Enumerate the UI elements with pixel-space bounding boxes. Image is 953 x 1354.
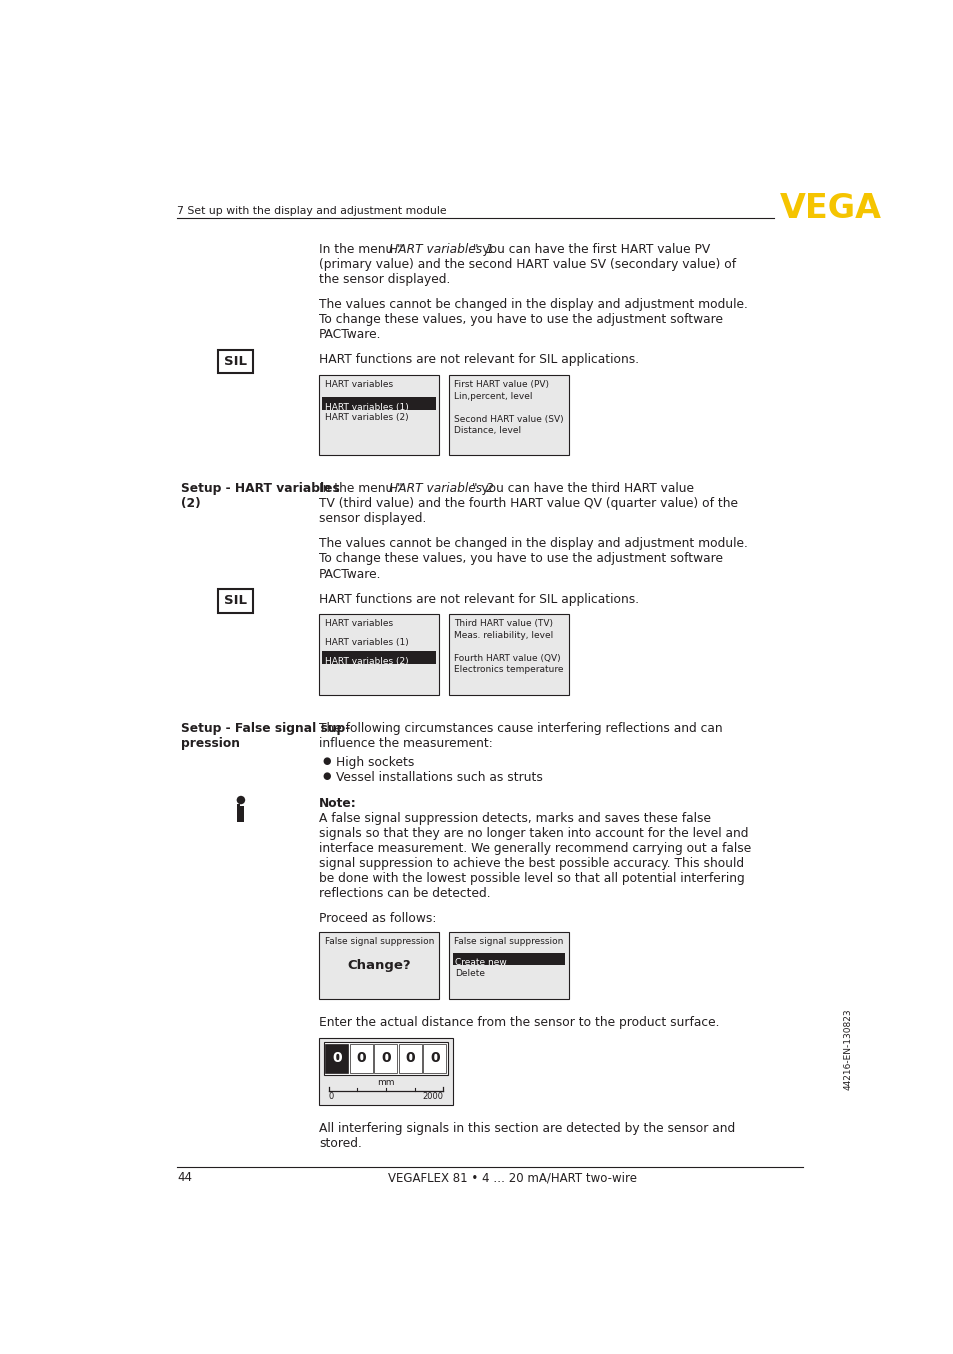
Bar <box>322 397 436 410</box>
Bar <box>319 375 439 455</box>
Text: In the menu ": In the menu " <box>319 244 402 256</box>
Text: HART variables 1: HART variables 1 <box>389 244 494 256</box>
Text: HART variables 2: HART variables 2 <box>389 482 494 496</box>
Text: HART functions are not relevant for SIL applications.: HART functions are not relevant for SIL … <box>319 353 639 367</box>
Text: 0: 0 <box>405 1051 415 1066</box>
Text: SIL: SIL <box>224 355 247 368</box>
Bar <box>398 1044 421 1072</box>
Text: the sensor displayed.: the sensor displayed. <box>319 274 450 286</box>
Text: Create new: Create new <box>455 959 506 967</box>
Bar <box>423 1044 446 1072</box>
Bar <box>319 613 439 695</box>
Text: (primary value) and the second HART value SV (secondary value) of: (primary value) and the second HART valu… <box>319 259 736 271</box>
Text: SIL: SIL <box>224 594 247 608</box>
Text: interface measurement. We generally recommend carrying out a false: interface measurement. We generally reco… <box>319 842 751 854</box>
Bar <box>237 806 244 822</box>
Bar <box>448 613 568 695</box>
Text: Electronics temperature: Electronics temperature <box>454 665 563 674</box>
Text: All interfering signals in this section are detected by the sensor and: All interfering signals in this section … <box>319 1122 735 1135</box>
Bar <box>237 803 240 808</box>
Text: (2): (2) <box>181 497 201 510</box>
Text: Distance, level: Distance, level <box>454 427 520 435</box>
Circle shape <box>236 796 245 804</box>
Text: influence the measurement:: influence the measurement: <box>319 737 493 750</box>
Text: TV (third value) and the fourth HART value QV (quarter value) of the: TV (third value) and the fourth HART val… <box>319 497 738 510</box>
Bar <box>319 932 439 999</box>
Text: 44216-EN-130823: 44216-EN-130823 <box>842 1007 851 1090</box>
Text: Lin,percent, level: Lin,percent, level <box>454 391 532 401</box>
Text: False signal suppression: False signal suppression <box>454 937 563 946</box>
Text: ●: ● <box>322 756 331 766</box>
Bar <box>217 351 253 374</box>
Text: Note:: Note: <box>319 798 356 810</box>
Text: HART variables: HART variables <box>324 380 393 389</box>
Text: 2000: 2000 <box>422 1093 443 1101</box>
Text: 0: 0 <box>328 1093 334 1101</box>
Text: " you can have the first HART value PV: " you can have the first HART value PV <box>472 244 709 256</box>
Text: The following circumstances cause interfering reflections and can: The following circumstances cause interf… <box>319 722 722 734</box>
Bar <box>350 1044 373 1072</box>
Text: HART variables (2): HART variables (2) <box>324 657 408 666</box>
Text: 0: 0 <box>356 1051 366 1066</box>
Text: 0: 0 <box>332 1051 341 1066</box>
Bar <box>323 1043 447 1075</box>
Text: Setup - HART variables: Setup - HART variables <box>181 482 339 496</box>
Bar <box>319 1037 452 1105</box>
Text: 44: 44 <box>177 1171 193 1185</box>
Text: Change?: Change? <box>347 959 411 972</box>
Text: To change these values, you have to use the adjustment software: To change these values, you have to use … <box>319 552 722 566</box>
Text: HART variables (1): HART variables (1) <box>324 402 408 412</box>
Text: High sockets: High sockets <box>335 756 415 769</box>
Text: HART variables (1): HART variables (1) <box>324 638 408 647</box>
Text: ●: ● <box>322 770 331 781</box>
Text: sensor displayed.: sensor displayed. <box>319 512 426 525</box>
Bar <box>448 932 568 999</box>
Bar <box>217 589 253 612</box>
Text: The values cannot be changed in the display and adjustment module.: The values cannot be changed in the disp… <box>319 538 747 551</box>
Text: HART variables: HART variables <box>324 619 393 628</box>
Text: reflections can be detected.: reflections can be detected. <box>319 887 490 900</box>
Text: In the menu ": In the menu " <box>319 482 402 496</box>
Text: Setup - False signal sup-: Setup - False signal sup- <box>181 722 350 734</box>
Text: VEGAFLEX 81 • 4 … 20 mA/HART two-wire: VEGAFLEX 81 • 4 … 20 mA/HART two-wire <box>387 1171 636 1185</box>
Text: Proceed as follows:: Proceed as follows: <box>319 913 436 925</box>
Bar <box>322 651 436 663</box>
Text: HART functions are not relevant for SIL applications.: HART functions are not relevant for SIL … <box>319 593 639 605</box>
Text: 7 Set up with the display and adjustment module: 7 Set up with the display and adjustment… <box>177 206 447 215</box>
Text: False signal suppression: False signal suppression <box>324 937 434 946</box>
Text: Delete: Delete <box>455 968 484 978</box>
Text: Third HART value (TV): Third HART value (TV) <box>454 619 553 628</box>
Text: signal suppression to achieve the best possible accuracy. This should: signal suppression to achieve the best p… <box>319 857 743 871</box>
Text: The values cannot be changed in the display and adjustment module.: The values cannot be changed in the disp… <box>319 298 747 311</box>
Text: Fourth HART value (QV): Fourth HART value (QV) <box>454 654 560 662</box>
Text: pression: pression <box>181 737 240 750</box>
Text: VEGA: VEGA <box>779 192 881 225</box>
Bar <box>448 375 568 455</box>
Text: First HART value (PV): First HART value (PV) <box>454 380 549 389</box>
Text: mm: mm <box>376 1078 395 1087</box>
Text: To change these values, you have to use the adjustment software: To change these values, you have to use … <box>319 313 722 326</box>
Text: HART variables (2): HART variables (2) <box>324 413 408 422</box>
Text: stored.: stored. <box>319 1137 362 1151</box>
Text: 0: 0 <box>430 1051 439 1066</box>
Text: signals so that they are no longer taken into account for the level and: signals so that they are no longer taken… <box>319 827 748 839</box>
Text: Enter the actual distance from the sensor to the product surface.: Enter the actual distance from the senso… <box>319 1017 719 1029</box>
Bar <box>452 952 564 965</box>
Text: Meas. reliability, level: Meas. reliability, level <box>454 631 553 639</box>
Bar <box>374 1044 396 1072</box>
Text: Vessel installations such as struts: Vessel installations such as struts <box>335 772 542 784</box>
Text: " you can have the third HART value: " you can have the third HART value <box>472 482 693 496</box>
Text: be done with the lowest possible level so that all potential interfering: be done with the lowest possible level s… <box>319 872 744 886</box>
Text: Second HART value (SV): Second HART value (SV) <box>454 414 563 424</box>
Text: A false signal suppression detects, marks and saves these false: A false signal suppression detects, mark… <box>319 812 710 825</box>
Bar <box>325 1044 348 1072</box>
Text: 0: 0 <box>380 1051 390 1066</box>
Text: PACTware.: PACTware. <box>319 329 381 341</box>
Text: PACTware.: PACTware. <box>319 567 381 581</box>
